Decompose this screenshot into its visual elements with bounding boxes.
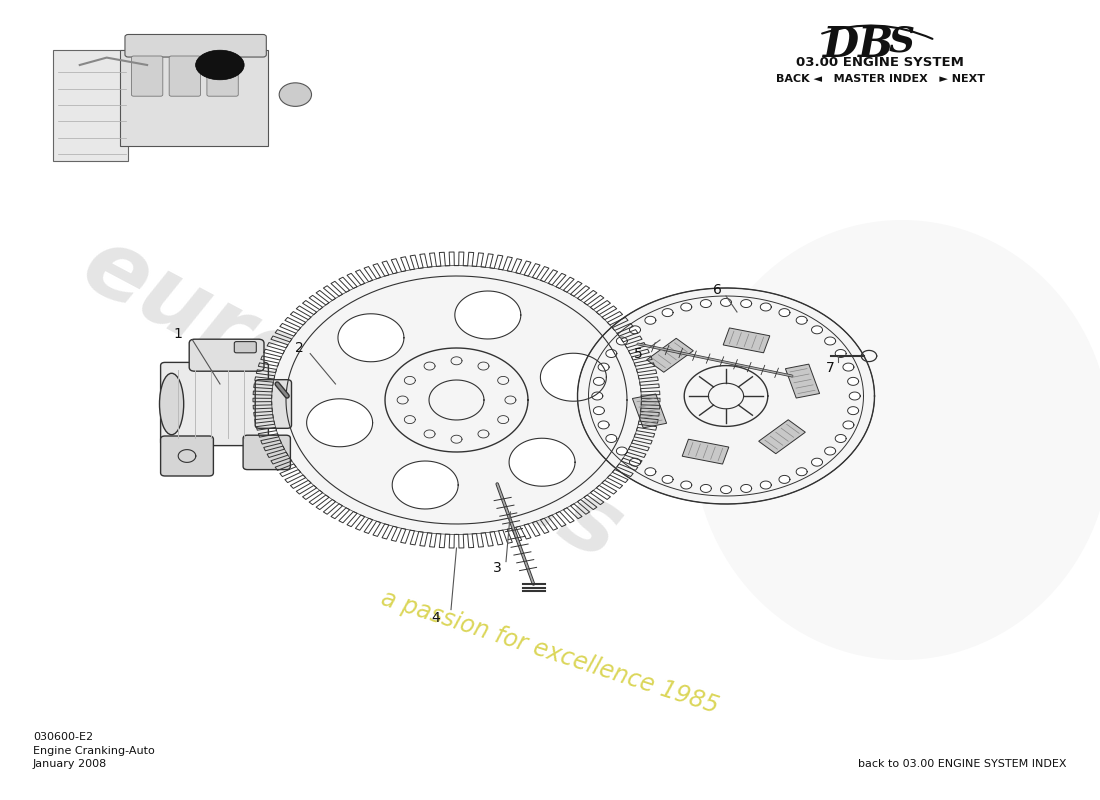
Text: back to 03.00 ENGINE SYSTEM INDEX: back to 03.00 ENGINE SYSTEM INDEX bbox=[858, 759, 1067, 770]
FancyBboxPatch shape bbox=[255, 380, 292, 428]
Text: January 2008: January 2008 bbox=[33, 759, 108, 770]
Text: BACK ◄   MASTER INDEX   ► NEXT: BACK ◄ MASTER INDEX ► NEXT bbox=[776, 74, 984, 84]
Text: 5: 5 bbox=[634, 346, 642, 361]
Polygon shape bbox=[598, 421, 609, 429]
Polygon shape bbox=[647, 338, 693, 372]
Ellipse shape bbox=[693, 220, 1100, 660]
Polygon shape bbox=[681, 481, 692, 489]
Polygon shape bbox=[616, 447, 627, 455]
Polygon shape bbox=[592, 392, 603, 400]
Polygon shape bbox=[812, 326, 823, 334]
FancyBboxPatch shape bbox=[243, 435, 290, 470]
Polygon shape bbox=[307, 398, 373, 446]
Polygon shape bbox=[843, 363, 854, 371]
FancyBboxPatch shape bbox=[161, 362, 268, 446]
Polygon shape bbox=[578, 288, 874, 504]
Text: 6: 6 bbox=[713, 282, 722, 297]
FancyBboxPatch shape bbox=[132, 56, 163, 96]
Polygon shape bbox=[662, 309, 673, 317]
Polygon shape bbox=[338, 314, 404, 362]
Polygon shape bbox=[812, 458, 823, 466]
FancyBboxPatch shape bbox=[189, 339, 264, 371]
Polygon shape bbox=[540, 354, 606, 402]
Text: DB: DB bbox=[823, 24, 894, 66]
Polygon shape bbox=[759, 420, 805, 454]
Polygon shape bbox=[760, 303, 771, 311]
Polygon shape bbox=[779, 475, 790, 483]
Polygon shape bbox=[740, 299, 751, 307]
Polygon shape bbox=[629, 326, 640, 334]
FancyBboxPatch shape bbox=[207, 56, 239, 96]
Polygon shape bbox=[701, 485, 712, 493]
Polygon shape bbox=[723, 328, 770, 353]
Text: a passion for excellence 1985: a passion for excellence 1985 bbox=[378, 586, 722, 718]
Text: 03.00 ENGINE SYSTEM: 03.00 ENGINE SYSTEM bbox=[796, 56, 964, 69]
Text: 1: 1 bbox=[174, 327, 183, 342]
Polygon shape bbox=[825, 337, 836, 345]
FancyBboxPatch shape bbox=[125, 34, 266, 57]
Text: S: S bbox=[889, 24, 915, 58]
Polygon shape bbox=[740, 485, 751, 493]
Polygon shape bbox=[825, 447, 836, 455]
Polygon shape bbox=[701, 299, 712, 307]
Polygon shape bbox=[720, 486, 732, 494]
Polygon shape bbox=[848, 378, 859, 386]
FancyBboxPatch shape bbox=[120, 50, 268, 146]
Polygon shape bbox=[796, 468, 807, 476]
Polygon shape bbox=[835, 434, 846, 442]
Text: Engine Cranking-Auto: Engine Cranking-Auto bbox=[33, 746, 155, 755]
Polygon shape bbox=[779, 309, 790, 317]
FancyBboxPatch shape bbox=[234, 342, 256, 353]
Polygon shape bbox=[848, 406, 859, 414]
Text: 7: 7 bbox=[826, 361, 835, 375]
Polygon shape bbox=[272, 266, 641, 534]
Polygon shape bbox=[681, 303, 692, 311]
Polygon shape bbox=[629, 458, 640, 466]
Polygon shape bbox=[760, 481, 771, 489]
Polygon shape bbox=[632, 394, 667, 428]
Circle shape bbox=[279, 83, 311, 106]
Polygon shape bbox=[454, 291, 520, 339]
Polygon shape bbox=[393, 461, 459, 509]
Polygon shape bbox=[849, 392, 860, 400]
Polygon shape bbox=[606, 350, 617, 358]
Polygon shape bbox=[593, 406, 604, 414]
Ellipse shape bbox=[196, 50, 244, 80]
Polygon shape bbox=[509, 438, 575, 486]
Polygon shape bbox=[598, 363, 609, 371]
FancyBboxPatch shape bbox=[53, 50, 129, 162]
Text: 3: 3 bbox=[493, 561, 502, 575]
Polygon shape bbox=[593, 378, 604, 386]
FancyBboxPatch shape bbox=[169, 56, 200, 96]
Polygon shape bbox=[645, 316, 656, 324]
Polygon shape bbox=[785, 364, 820, 398]
Text: 2: 2 bbox=[295, 341, 304, 355]
Text: 4: 4 bbox=[431, 610, 440, 625]
Text: eurospares: eurospares bbox=[67, 219, 637, 581]
Polygon shape bbox=[720, 298, 732, 306]
Polygon shape bbox=[843, 421, 854, 429]
Polygon shape bbox=[606, 434, 617, 442]
Polygon shape bbox=[645, 468, 656, 476]
Polygon shape bbox=[682, 439, 729, 464]
FancyBboxPatch shape bbox=[161, 436, 213, 476]
Text: 030600-E2: 030600-E2 bbox=[33, 732, 94, 742]
Polygon shape bbox=[796, 316, 807, 324]
Polygon shape bbox=[662, 475, 673, 483]
Polygon shape bbox=[616, 337, 627, 345]
Polygon shape bbox=[835, 350, 846, 358]
Ellipse shape bbox=[160, 374, 184, 434]
